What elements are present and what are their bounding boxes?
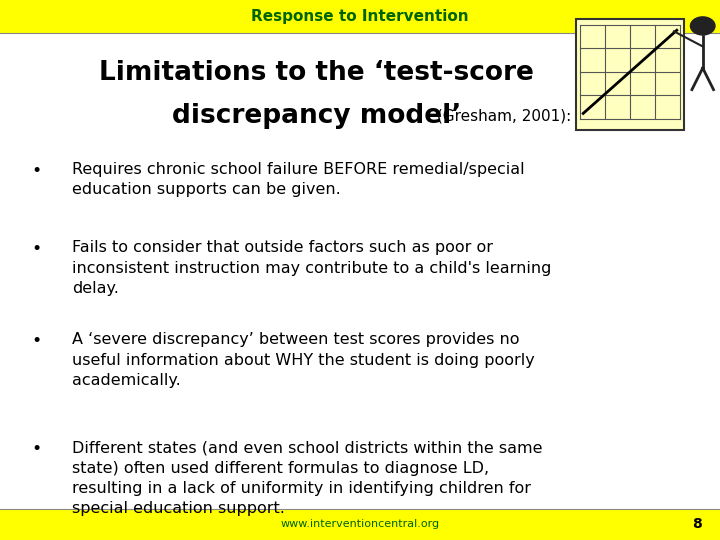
Text: Fails to consider that outside factors such as poor or
inconsistent instruction : Fails to consider that outside factors s… — [72, 240, 552, 296]
Circle shape — [690, 16, 716, 36]
Text: •: • — [31, 332, 41, 350]
Text: Different states (and even school districts within the same
state) often used di: Different states (and even school distri… — [72, 440, 542, 516]
Text: Response to Intervention: Response to Intervention — [251, 9, 469, 24]
Text: A ‘severe discrepancy’ between test scores provides no
useful information about : A ‘severe discrepancy’ between test scor… — [72, 332, 535, 388]
Bar — [0, 0, 720, 33]
Text: Limitations to the ‘test-score: Limitations to the ‘test-score — [99, 60, 534, 86]
Text: (Gresham, 2001):: (Gresham, 2001): — [432, 109, 571, 124]
Bar — [0, 509, 720, 540]
Text: •: • — [31, 440, 41, 458]
Bar — [576, 19, 684, 130]
Text: www.interventioncentral.org: www.interventioncentral.org — [280, 519, 440, 529]
Text: 8: 8 — [692, 517, 702, 531]
Text: Requires chronic school failure BEFORE remedial/special
education supports can b: Requires chronic school failure BEFORE r… — [72, 162, 525, 198]
Text: •: • — [31, 240, 41, 258]
Text: discrepancy model’: discrepancy model’ — [172, 103, 462, 129]
Text: •: • — [31, 162, 41, 180]
Bar — [0, 33, 720, 509]
